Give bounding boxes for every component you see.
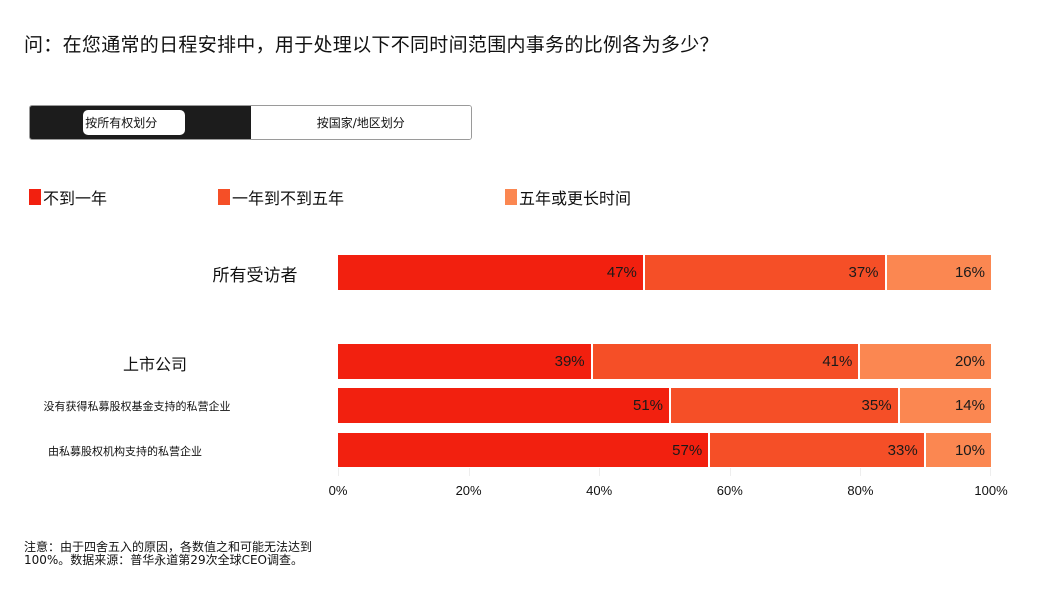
x-tick-label: 40% <box>586 483 613 498</box>
legend-label: 一年到不到五年 <box>232 189 345 208</box>
row-label-private-pe-backed: 由私募股权机构支持的私营企业 <box>48 445 202 458</box>
axis-gridline <box>599 468 600 476</box>
bar-segment-5yr-plus: 10% <box>925 433 991 467</box>
bar-private-no-pe: 51% 35% 14% <box>338 388 991 423</box>
legend-swatch-icon <box>29 189 41 205</box>
bar-segment-1-to-5yr: 33% <box>710 433 926 467</box>
legend-swatch-icon <box>505 189 517 205</box>
footnote-line-1: 注意：由于四舍五入的原因，各数值之和可能无法达到 <box>24 540 313 554</box>
bar-segment-under-1yr: 57% <box>338 433 711 467</box>
legend-swatch-icon <box>218 189 230 205</box>
bar-segment-5yr-plus: 20% <box>860 344 991 379</box>
legend-item-1-to-5yr: 一年到不到五年 <box>218 185 344 209</box>
legend-item-under-1yr: 不到一年 <box>29 185 107 209</box>
bar-segment-under-1yr: 51% <box>338 388 672 423</box>
view-toggle: 按所有权划分 按国家/地区划分 <box>29 105 472 140</box>
row-label-private-no-pe: 没有获得私募股权基金支持的私营企业 <box>43 400 231 413</box>
x-axis: 0% 20% 40% 60% 80% 100% <box>329 483 1008 503</box>
footnote-line-2: 100%。数据来源：普华永道第29次全球CEO调查。 <box>24 553 303 567</box>
bar-segment-5yr-plus: 16% <box>886 255 991 290</box>
chart-legend: 不到一年 一年到不到五年 五年或更长时间 <box>29 185 729 208</box>
axis-gridline <box>338 468 339 476</box>
x-tick-label: 60% <box>716 483 743 498</box>
bar-segment-under-1yr: 39% <box>338 344 593 379</box>
axis-gridline <box>730 468 731 476</box>
bar-segment-5yr-plus: 14% <box>899 388 991 423</box>
toggle-by-country-region[interactable]: 按国家/地区划分 <box>250 106 471 139</box>
toggle-by-country-region-label: 按国家/地区划分 <box>316 116 405 130</box>
axis-gridline <box>469 468 470 476</box>
legend-item-5yr-plus: 五年或更长时间 <box>505 185 631 209</box>
x-tick-label: 80% <box>847 483 874 498</box>
x-tick-label: 100% <box>974 483 1008 498</box>
row-label-listed-companies: 上市公司 <box>122 355 187 374</box>
toggle-by-ownership[interactable]: 按所有权划分 <box>30 106 251 139</box>
legend-label: 不到一年 <box>43 189 108 208</box>
axis-gridline <box>990 468 991 476</box>
axis-gridline <box>860 468 861 476</box>
bar-listed-companies: 39% 41% 20% <box>338 344 991 379</box>
x-tick-label: 20% <box>455 483 482 498</box>
question-title: 问：在您通常的日程安排中，用于处理以下不同时间范围内事务的比例各为多少？ <box>24 34 719 56</box>
bar-segment-1-to-5yr: 37% <box>644 255 887 290</box>
footnote: 注意：由于四舍五入的原因，各数值之和可能无法达到 100%。数据来源：普华永道第… <box>24 541 312 567</box>
toggle-by-ownership-label: 按所有权划分 <box>83 110 186 135</box>
bar-segment-under-1yr: 47% <box>338 255 645 290</box>
bar-private-pe-backed: 57% 33% 10% <box>338 433 991 467</box>
bar-segment-1-to-5yr: 35% <box>671 388 900 423</box>
bar-all-respondents: 47% 37% 16% <box>338 255 991 290</box>
x-tick-label: 0% <box>328 483 348 498</box>
bar-segment-1-to-5yr: 41% <box>592 344 861 379</box>
row-label-all-respondents: 所有受访者 <box>212 266 298 286</box>
legend-label: 五年或更长时间 <box>519 189 632 208</box>
